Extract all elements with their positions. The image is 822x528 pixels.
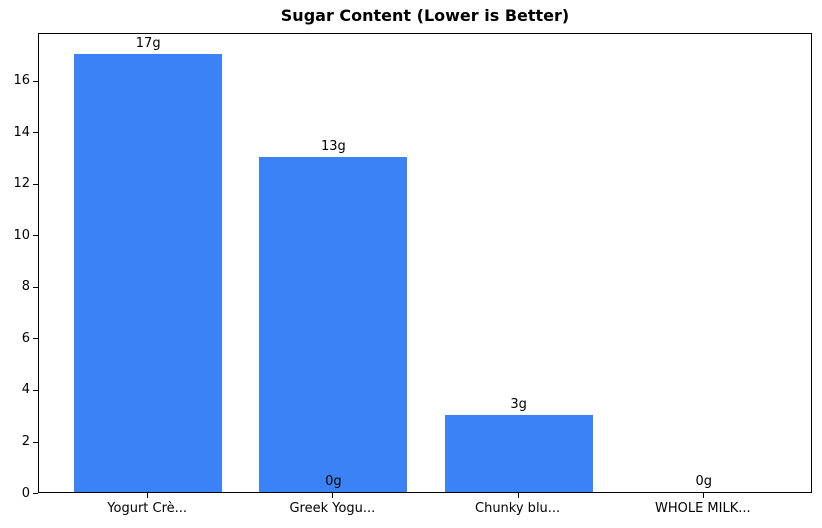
x-tick-mark — [702, 493, 704, 498]
x-tick-label-3: WHOLE MILK... — [654, 501, 751, 516]
y-tick-label: 12 — [13, 176, 30, 192]
y-tick-mark — [33, 338, 38, 340]
y-tick-label: 8 — [21, 279, 30, 295]
x-tick-label-2: Chunky blu... — [475, 501, 561, 516]
bar-value-label-3: 3g — [510, 396, 527, 412]
y-tick-label: 0 — [21, 485, 30, 501]
y-tick-label: 2 — [21, 434, 30, 449]
x-tick-mark — [147, 493, 149, 498]
x-tick-mark — [517, 493, 519, 498]
bar-value-label-0: 17g — [135, 35, 161, 51]
y-tick-label: 16 — [13, 73, 30, 89]
bar-0 — [74, 53, 223, 492]
y-tick-label: 10 — [13, 227, 30, 243]
y-tick-mark — [33, 80, 38, 82]
y-tick-mark — [33, 235, 38, 237]
y-tick-mark — [33, 183, 38, 185]
x-tick-label-1: Greek Yogu... — [289, 501, 376, 516]
bar-value-label-1: 13g — [320, 139, 346, 154]
y-tick-mark — [33, 441, 38, 443]
bar-1 — [259, 157, 408, 492]
plot-area: 17g 13g 0g 3g 0g — [38, 33, 812, 493]
y-tick-mark — [33, 286, 38, 288]
bar-value-label-2: 0g — [325, 474, 342, 489]
y-tick-mark — [33, 493, 38, 494]
x-tick-mark — [332, 493, 334, 498]
chart-title: Sugar Content (Lower is Better) — [280, 6, 570, 25]
y-tick-label: 4 — [21, 382, 30, 398]
y-tick-label: 6 — [21, 330, 30, 346]
y-tick-label: 14 — [13, 124, 30, 140]
y-tick-mark — [33, 389, 38, 391]
x-tick-label-0: Yogurt Crè... — [107, 501, 188, 516]
bar-value-label-4: 0g — [695, 474, 713, 489]
bar-2 — [444, 414, 593, 492]
y-tick-mark — [33, 132, 38, 134]
